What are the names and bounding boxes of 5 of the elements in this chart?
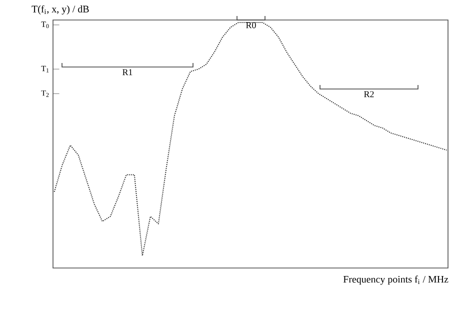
y-axis-title: T(f$_{i}$, x, y) / dB — [32, 5, 89, 14]
x-axis-title: Frequency points f$_{i}$ / MHz — [343, 276, 448, 285]
annotation: R2 — [364, 91, 374, 98]
annotation: R0 — [246, 22, 256, 28]
annotation: R1 — [122, 69, 132, 76]
